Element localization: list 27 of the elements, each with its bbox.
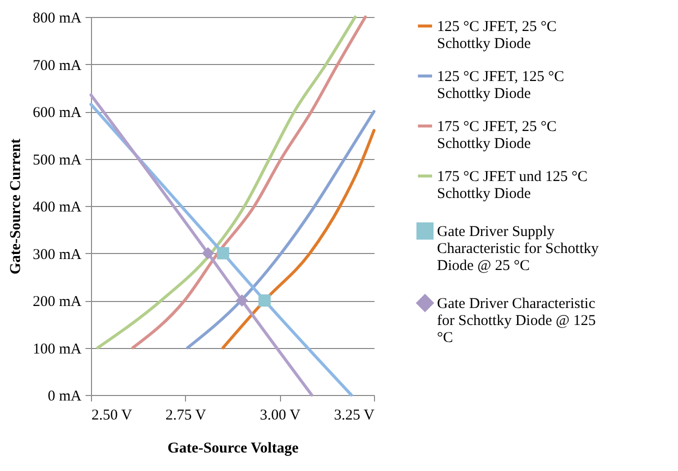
y-tick-label: 600 mA xyxy=(32,105,82,121)
legend-label: 125 °C JFET, 125 °C Schottky Diode xyxy=(437,69,564,102)
x-axis-title: Gate-Source Voltage xyxy=(168,440,299,456)
y-tick-label: 500 mA xyxy=(32,152,82,168)
line-series xyxy=(222,128,376,350)
line-series xyxy=(90,102,353,396)
legend-label: 125 °C JFET, 25 °C Schottky Diode xyxy=(437,19,557,52)
legend-label: Gate Driver Characteristic for Schottky Diode @ 125 °C xyxy=(437,296,596,346)
x-tick-label: 3.00 V xyxy=(260,408,301,424)
x-tick-label: 2.75 V xyxy=(166,408,206,424)
y-tick-label: 700 mA xyxy=(32,58,82,74)
legend-label: 175 °C JFET und 125 °C Schottky Diode xyxy=(437,169,588,202)
y-tick-label: 300 mA xyxy=(32,246,82,263)
x-tick-label: 3.25 V xyxy=(334,408,375,424)
legend-label: Gate Driver Supply Characteristic for Schottky Diode @ 25 °C xyxy=(437,224,600,274)
y-tick-label: 800 mA xyxy=(32,10,82,26)
line-series xyxy=(96,16,357,350)
y-tick-label: 200 mA xyxy=(32,294,82,310)
y-tick-label: 0 mA xyxy=(48,388,82,404)
y-tick-label: 100 mA xyxy=(32,341,82,358)
line-series xyxy=(131,16,367,350)
x-tick-label: 2.50 V xyxy=(92,408,132,424)
y-tick-label: 400 mA xyxy=(32,200,82,216)
legend-label: 175 °C JFET, 25 °C Schottky Diode xyxy=(437,119,557,152)
line-series xyxy=(186,110,376,350)
y-axis-title: Gate-Source Current xyxy=(8,138,24,274)
line-series xyxy=(90,93,314,396)
